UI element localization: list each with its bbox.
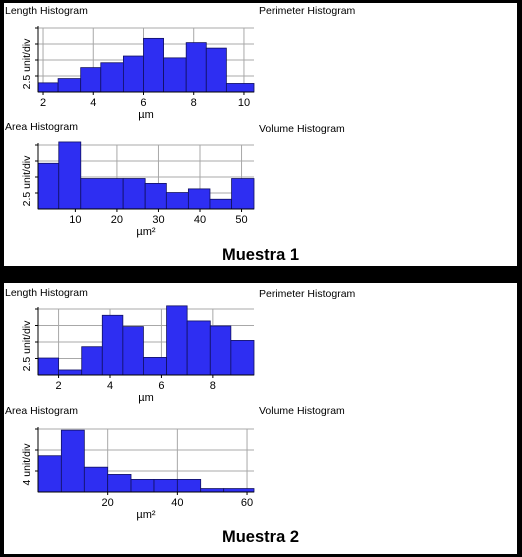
histogram-bar [60,429,85,493]
x-tick-label: 6 [158,380,164,392]
histogram-bar [200,488,225,493]
x-tick-label: 40 [171,497,183,509]
x-axis-label: µm [138,392,154,404]
x-tick-label: 8 [191,97,197,109]
area-histogram-1: Area Histogram 2.5 unit/div 10 20 30 40 50 µm² [5,121,255,238]
x-tick-label: 8 [210,380,216,392]
x-axis-label: µm² [136,226,156,238]
x-tick-label: 6 [140,97,146,109]
histogram-bar [83,466,109,493]
length-histogram-1: Length Histogram 2.5 unit/div 2 4 6 8 10 µm [5,5,255,121]
histogram-bar [165,192,189,210]
histogram-bar [209,198,232,210]
histogram-bar [231,178,255,210]
sample-caption: Muestra 1 [221,246,300,264]
histogram-bar [223,488,255,493]
volume-histogram-title: Volume Histogram [259,405,345,417]
histogram-bar [37,455,62,493]
length-histogram-title: Length Histogram [5,5,88,17]
x-tick-label: 20 [111,214,123,226]
histogram-bar [80,178,124,210]
histogram-bar [144,182,167,210]
histogram-bar [153,478,178,493]
x-tick-label: 2 [40,97,46,109]
histogram-bar [37,162,60,210]
sample-caption: Muestra 2 [221,528,300,546]
x-tick-label: 10 [69,214,81,226]
x-tick-label: 60 [241,497,253,509]
x-tick-label: 50 [235,214,247,226]
perimeter-histogram-title: Perimeter Histogram [259,288,356,300]
x-tick-label: 40 [194,214,206,226]
x-axis-label: µm² [136,509,156,521]
perimeter-histogram-title: Perimeter Histogram [259,5,356,17]
x-tick-label: 4 [107,380,113,392]
histogram-bar [107,474,132,493]
histogram-bar [58,141,82,210]
length-histogram-title: Length Histogram [5,287,88,299]
histogram-bar [187,188,211,210]
histogram-bar [122,178,146,210]
histogram-bar [130,478,155,493]
y-axis-label: 2.5 unit/div [21,38,33,90]
x-tick-label: 4 [90,97,96,109]
sample-2-panel: Length Histogram 2.5 unit/div 2 4 6 8 µm Perim… [4,283,517,554]
x-tick-label: 20 [102,497,114,509]
x-axis-label: µm [138,109,154,121]
y-axis-label: 2.5 unit/div [21,155,33,207]
y-axis-label: 2.5 unit/div [21,320,33,372]
length-histogram-2: Length Histogram 2.5 unit/div 2 4 6 8 µm [5,287,255,404]
y-axis-label: 4 unit/div [21,443,33,486]
histogram-bar [176,478,202,493]
x-tick-label: 10 [238,97,250,109]
area-histogram-title: Area Histogram [5,405,78,417]
x-tick-label: 30 [152,214,164,226]
area-histogram-2: Area Histogram 4 unit/div 20 40 60 µm² [5,405,255,521]
x-tick-label: 2 [56,380,62,392]
volume-histogram-title: Volume Histogram [259,123,345,135]
sample-1-panel: Length Histogram 2.5 unit/div 2 4 6 8 10 µm Per… [4,3,517,266]
area-histogram-title: Area Histogram [5,121,78,133]
